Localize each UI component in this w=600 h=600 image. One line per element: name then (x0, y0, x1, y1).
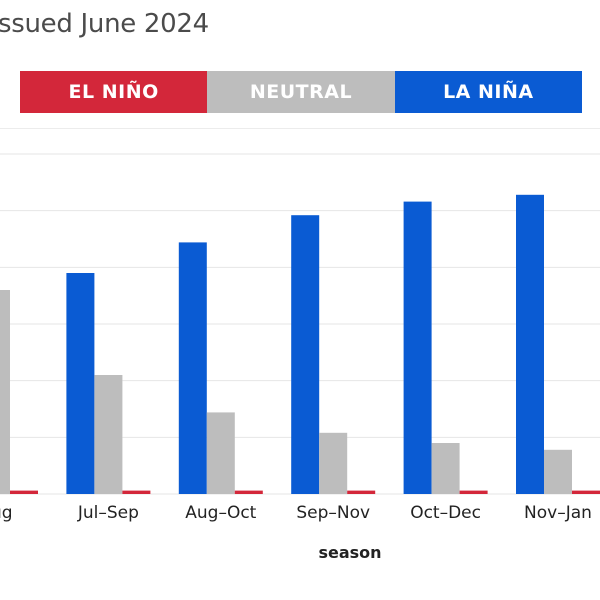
bar-el-nino (122, 490, 151, 494)
x-tick-label: Oct–Dec (410, 503, 481, 523)
bar-neutral (319, 432, 348, 494)
x-tick-label: Aug–Oct (185, 503, 256, 523)
x-tick-labels: Aug Jul–Sep Aug–Oct Sep–Nov Oct–Dec Nov–Jan (0, 503, 592, 523)
bar-la-nina (516, 194, 544, 495)
x-tick-label: Aug (0, 503, 13, 523)
x-tick-label: Nov–Jan (524, 503, 592, 523)
x-axis-title: season (318, 543, 381, 562)
bar-la-nina (178, 242, 207, 494)
bar-el-nino (234, 490, 263, 494)
issued-date-subtitle: ssued June 2024 (0, 9, 209, 39)
bar-el-nino (347, 490, 376, 494)
legend: EL NIÑO NEUTRAL LA NIÑA (20, 71, 582, 113)
bar-la-nina (66, 273, 95, 494)
legend-item-neutral: NEUTRAL (207, 71, 395, 113)
header-divider (0, 128, 600, 129)
bar-neutral (544, 449, 572, 494)
bar-neutral (0, 290, 10, 494)
bar-neutral (94, 375, 123, 494)
legend-item-el-nino: EL NIÑO (20, 71, 208, 113)
bar-la-nina (291, 215, 320, 494)
bar-el-nino (572, 490, 600, 494)
x-tick-label: Sep–Nov (296, 503, 370, 523)
x-tick-label: Jul–Sep (77, 503, 139, 523)
bar-la-nina (403, 201, 432, 494)
legend-item-la-nina: LA NIÑA (394, 71, 582, 113)
bar-neutral (206, 412, 235, 494)
bar-el-nino (10, 490, 38, 494)
bars (0, 194, 600, 495)
bar-neutral (431, 443, 460, 494)
bar-el-nino (459, 490, 488, 494)
